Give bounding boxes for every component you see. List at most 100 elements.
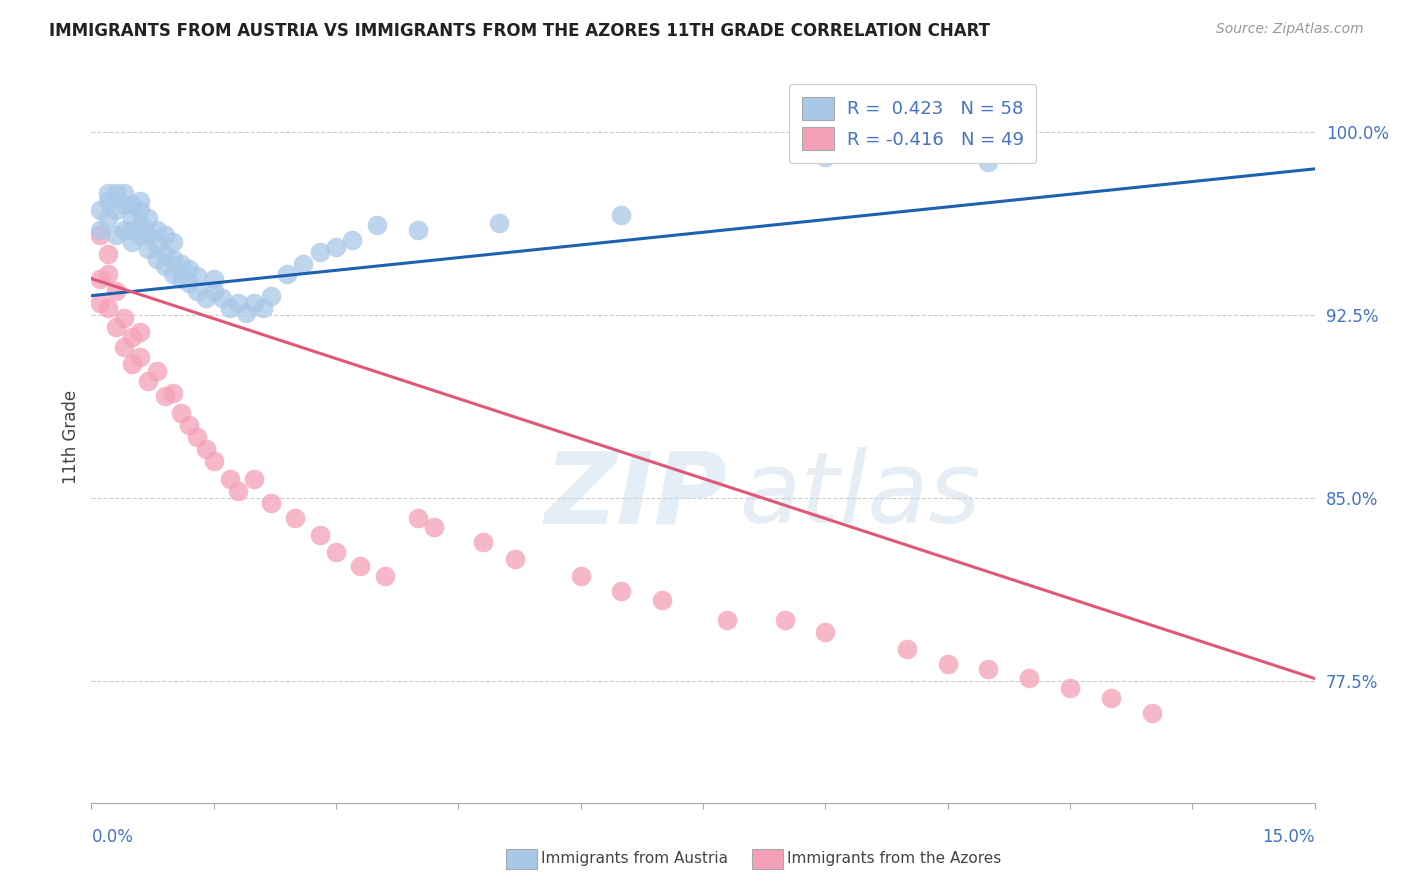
- Point: [773, 613, 796, 627]
- Point: [292, 257, 315, 271]
- Point: [162, 267, 184, 281]
- Point: [89, 203, 111, 218]
- Point: [977, 154, 1000, 169]
- Text: 0.0%: 0.0%: [91, 828, 134, 846]
- Point: [651, 593, 673, 607]
- Point: [179, 417, 201, 432]
- Point: [260, 496, 283, 510]
- Point: [366, 218, 388, 232]
- Point: [349, 559, 371, 574]
- Point: [104, 203, 127, 218]
- Point: [569, 569, 592, 583]
- Point: [153, 247, 176, 261]
- Point: [170, 271, 193, 285]
- Point: [260, 288, 283, 302]
- Point: [112, 340, 135, 354]
- Point: [186, 284, 208, 298]
- Point: [162, 235, 184, 249]
- Point: [112, 223, 135, 237]
- Point: [308, 527, 330, 541]
- Point: [97, 247, 120, 261]
- Point: [423, 520, 446, 534]
- Point: [374, 569, 396, 583]
- Point: [716, 613, 738, 627]
- Point: [252, 301, 274, 315]
- Point: [89, 223, 111, 237]
- Point: [129, 350, 152, 364]
- Point: [186, 269, 208, 284]
- Point: [89, 271, 111, 285]
- Point: [488, 215, 510, 229]
- Point: [505, 552, 527, 566]
- Point: [145, 223, 167, 237]
- Text: Immigrants from the Azores: Immigrants from the Azores: [787, 852, 1001, 866]
- Point: [276, 267, 298, 281]
- Point: [284, 510, 307, 524]
- Text: IMMIGRANTS FROM AUSTRIA VS IMMIGRANTS FROM THE AZORES 11TH GRADE CORRELATION CHA: IMMIGRANTS FROM AUSTRIA VS IMMIGRANTS FR…: [49, 22, 990, 40]
- Point: [186, 430, 208, 444]
- Point: [153, 260, 176, 274]
- Point: [89, 296, 111, 310]
- Point: [170, 406, 193, 420]
- Point: [235, 306, 257, 320]
- Point: [97, 194, 120, 208]
- Point: [145, 364, 167, 378]
- Text: Source: ZipAtlas.com: Source: ZipAtlas.com: [1216, 22, 1364, 37]
- Point: [243, 471, 266, 485]
- Point: [121, 211, 143, 225]
- Point: [471, 535, 494, 549]
- Text: atlas: atlas: [740, 447, 981, 544]
- Point: [162, 386, 184, 401]
- Point: [104, 320, 127, 334]
- Point: [104, 284, 127, 298]
- Point: [342, 233, 364, 247]
- Point: [104, 227, 127, 242]
- Point: [97, 301, 120, 315]
- Point: [138, 243, 160, 257]
- Point: [89, 227, 111, 242]
- Legend: R =  0.423   N = 58, R = -0.416   N = 49: R = 0.423 N = 58, R = -0.416 N = 49: [789, 84, 1036, 163]
- Point: [814, 625, 837, 640]
- Point: [179, 261, 201, 276]
- Point: [977, 662, 1000, 676]
- Point: [1099, 690, 1122, 705]
- Point: [112, 198, 135, 212]
- Point: [162, 252, 184, 266]
- Point: [121, 223, 143, 237]
- Point: [129, 325, 152, 339]
- Point: [112, 186, 135, 201]
- Point: [112, 310, 135, 325]
- Point: [129, 194, 152, 208]
- Point: [325, 240, 347, 254]
- Point: [896, 642, 918, 657]
- Point: [121, 330, 143, 344]
- Text: Immigrants from Austria: Immigrants from Austria: [541, 852, 728, 866]
- Point: [179, 277, 201, 291]
- Point: [1018, 672, 1040, 686]
- Point: [194, 291, 217, 305]
- Point: [97, 211, 120, 225]
- Point: [145, 252, 167, 266]
- Point: [406, 223, 429, 237]
- Point: [138, 227, 160, 242]
- Point: [219, 471, 242, 485]
- Point: [129, 203, 152, 218]
- Y-axis label: 11th Grade: 11th Grade: [62, 390, 80, 484]
- Point: [325, 544, 347, 558]
- Point: [610, 583, 633, 598]
- Point: [211, 291, 233, 305]
- Point: [97, 186, 120, 201]
- Point: [153, 389, 176, 403]
- Point: [170, 257, 193, 271]
- Point: [226, 483, 249, 498]
- Point: [97, 267, 120, 281]
- Text: ZIP: ZIP: [544, 447, 727, 544]
- Point: [243, 296, 266, 310]
- Point: [194, 442, 217, 457]
- Point: [129, 218, 152, 232]
- Point: [936, 657, 959, 671]
- Point: [138, 211, 160, 225]
- Point: [121, 235, 143, 249]
- Point: [121, 198, 143, 212]
- Point: [202, 271, 225, 285]
